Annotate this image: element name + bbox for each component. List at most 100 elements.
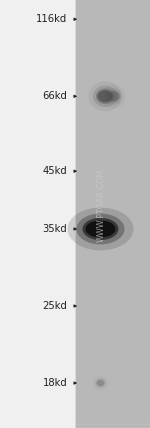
Bar [75, 0, 76, 428]
Bar [76, 423, 150, 427]
Bar [76, 423, 150, 427]
Bar [76, 423, 150, 428]
Bar [76, 421, 150, 425]
Ellipse shape [88, 81, 122, 111]
Bar [76, 422, 150, 427]
Bar [76, 421, 150, 425]
Bar [76, 423, 150, 427]
Ellipse shape [85, 220, 116, 238]
Bar [76, 421, 150, 425]
Bar [76, 423, 150, 427]
Bar [76, 424, 150, 428]
Bar [76, 421, 150, 425]
Bar [76, 420, 150, 425]
Bar [76, 423, 150, 427]
Bar [76, 419, 150, 424]
Bar [76, 422, 150, 427]
Bar [76, 424, 150, 428]
Bar [76, 424, 150, 428]
Bar [76, 422, 150, 426]
Bar [76, 422, 150, 426]
Ellipse shape [108, 90, 120, 102]
Bar [76, 420, 150, 424]
Bar [76, 422, 150, 426]
Text: 25kd: 25kd [43, 301, 68, 311]
Ellipse shape [76, 214, 124, 244]
Bar [76, 422, 150, 426]
Bar [75, 0, 150, 428]
Bar [76, 420, 150, 425]
Bar [76, 423, 150, 427]
Bar [76, 422, 150, 426]
Bar [76, 422, 150, 427]
Bar [76, 422, 150, 426]
Bar [76, 422, 150, 427]
Bar [76, 420, 150, 425]
Bar [76, 422, 150, 427]
Bar [76, 422, 150, 426]
Bar [76, 420, 150, 424]
Bar [76, 423, 150, 428]
Bar [76, 421, 150, 425]
Bar [76, 421, 150, 425]
Bar [76, 422, 150, 426]
Ellipse shape [97, 380, 104, 386]
Bar [76, 421, 150, 425]
Text: 18kd: 18kd [43, 378, 68, 388]
Bar [76, 423, 150, 428]
Bar [76, 422, 150, 427]
Bar [76, 422, 150, 426]
Bar [76, 423, 150, 427]
Bar [76, 422, 150, 426]
Bar [76, 423, 150, 427]
Bar [76, 421, 150, 425]
Bar [76, 421, 150, 425]
Ellipse shape [82, 218, 118, 240]
Bar [76, 420, 150, 424]
Bar [76, 421, 150, 425]
Text: 35kd: 35kd [43, 224, 68, 234]
Ellipse shape [93, 86, 117, 107]
Bar [76, 423, 150, 428]
Ellipse shape [94, 377, 106, 389]
Bar [76, 420, 150, 424]
Bar [76, 421, 150, 425]
Ellipse shape [96, 379, 105, 387]
Ellipse shape [98, 90, 112, 102]
Bar [76, 423, 150, 428]
Text: 116kd: 116kd [36, 14, 68, 24]
Ellipse shape [96, 89, 114, 104]
Bar [76, 422, 150, 426]
Bar [76, 420, 150, 425]
Bar [76, 420, 150, 424]
Bar [76, 422, 150, 426]
Text: 45kd: 45kd [43, 166, 68, 176]
Ellipse shape [102, 85, 126, 108]
Bar [76, 420, 150, 424]
Bar [76, 423, 150, 428]
Bar [76, 422, 150, 427]
Bar [76, 422, 150, 426]
Bar [76, 422, 150, 426]
Text: 66kd: 66kd [43, 91, 68, 101]
Bar [76, 422, 150, 427]
Bar [76, 420, 150, 425]
Bar [76, 420, 150, 425]
Bar [76, 424, 150, 428]
Ellipse shape [68, 208, 134, 250]
Bar [76, 421, 150, 425]
Bar [76, 420, 150, 425]
Ellipse shape [106, 88, 122, 105]
Bar [76, 423, 150, 428]
Bar [76, 421, 150, 425]
Bar [76, 422, 150, 427]
Bar [76, 420, 150, 425]
Bar [76, 420, 150, 424]
Bar [76, 419, 150, 424]
Bar [76, 419, 150, 424]
Bar [76, 424, 150, 428]
Bar [76, 423, 150, 427]
Bar [76, 421, 150, 425]
Bar [76, 419, 150, 424]
Bar [76, 421, 150, 425]
